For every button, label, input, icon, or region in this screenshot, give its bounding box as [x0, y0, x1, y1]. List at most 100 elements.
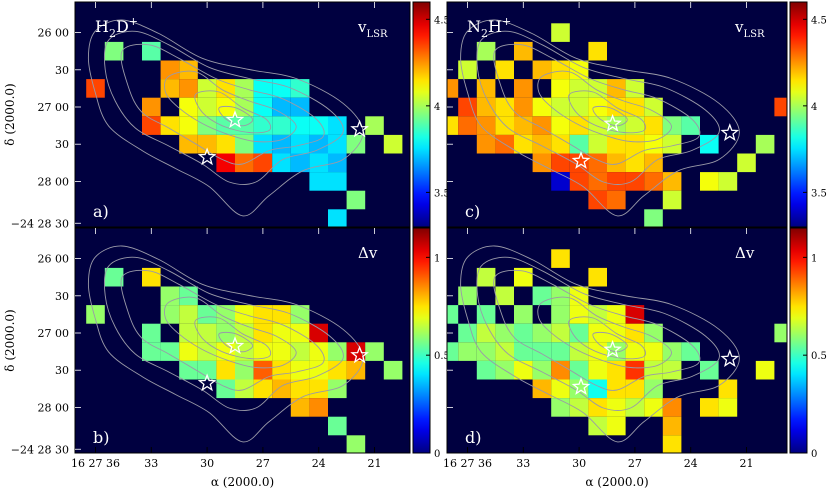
map-pixel — [495, 342, 514, 361]
map-pixel — [514, 116, 533, 135]
map-pixel — [588, 172, 607, 191]
map-pixel — [197, 360, 217, 380]
map-pixel — [625, 116, 645, 135]
map-pixel — [514, 305, 533, 324]
map-pixel — [179, 305, 198, 324]
map-pixel — [514, 134, 533, 154]
star-marker — [720, 123, 740, 141]
map-pixel — [309, 379, 328, 399]
map-pixel — [681, 116, 700, 135]
contour-line — [87, 245, 364, 443]
colorbar-b: 00.51 — [412, 227, 450, 460]
map-pixel — [644, 97, 663, 117]
map-pixel — [662, 435, 682, 453]
map-pixel — [197, 97, 217, 117]
map-pixel — [309, 172, 328, 191]
map-pixel — [476, 342, 496, 361]
map-pixel — [700, 172, 719, 191]
star-marker — [197, 147, 217, 166]
y-tick-label: 30 — [55, 290, 69, 303]
map-pixel — [309, 360, 328, 380]
map-pixel — [272, 305, 291, 324]
map-pixel — [290, 360, 310, 380]
map-pixel — [625, 342, 645, 361]
map-pixel — [253, 305, 273, 324]
map-pixel — [514, 323, 533, 343]
species-sup: + — [129, 15, 138, 28]
map-pixel — [662, 360, 682, 380]
map-pixel — [644, 323, 663, 343]
map-pixel — [328, 116, 347, 135]
map-pixel — [86, 79, 105, 98]
map-pixel — [160, 60, 180, 80]
map-pixel — [179, 342, 198, 361]
species-label: N2H+ — [467, 15, 511, 40]
map-pixel — [662, 172, 682, 191]
map-pixel — [551, 286, 570, 306]
x-axis-left: 16 27 36 33 30 27 24 21 α (2000.0) — [71, 447, 382, 489]
panel-c: N2H+ vLSR c) — [446, 1, 788, 228]
map-pixel — [160, 342, 180, 361]
map-pixel — [700, 360, 719, 380]
map-pixel — [253, 79, 273, 98]
map-pixel — [551, 116, 570, 135]
contour-line — [568, 90, 646, 134]
contour-line — [103, 256, 344, 411]
map-pixel — [160, 305, 180, 324]
map-pixel — [607, 416, 626, 436]
map-pixel — [309, 134, 328, 154]
map-pixel — [309, 323, 328, 343]
map-pixel — [532, 360, 552, 380]
quantity-main: v — [734, 18, 744, 36]
map-pixel — [625, 134, 645, 154]
map-pixel — [625, 172, 645, 191]
map-pixel — [644, 209, 663, 227]
map-pixel — [216, 153, 235, 173]
map-pixel — [476, 323, 496, 343]
map-pixel — [569, 172, 589, 191]
map-pixel — [662, 416, 682, 436]
map-pixel — [272, 323, 291, 343]
map-pixel — [272, 79, 291, 98]
species-tail: H — [488, 17, 502, 36]
contour-line — [194, 316, 272, 360]
map-pixel — [160, 79, 180, 98]
map-pixel — [235, 97, 254, 117]
quantity-label: vLSR — [734, 18, 765, 40]
panel-content — [447, 245, 787, 453]
y-axis-label: δ (2000.0) — [3, 83, 17, 145]
contour-line — [164, 296, 297, 369]
map-pixel — [346, 435, 366, 453]
species-main: H — [95, 17, 109, 36]
map-pixel — [476, 116, 496, 135]
map-pixel — [179, 79, 198, 98]
quantity-main: Δv — [358, 244, 378, 262]
map-pixel — [532, 379, 552, 399]
map-pixel — [607, 134, 626, 154]
map-pixel — [625, 153, 645, 173]
x-tick-label: 27 — [628, 457, 642, 470]
species-sub: 2 — [481, 27, 488, 40]
map-pixel — [272, 360, 291, 380]
map-pixel — [253, 323, 273, 343]
colorbar-tick-label: 1 — [434, 253, 440, 264]
map-pixel — [328, 342, 347, 361]
map-pixel — [607, 153, 626, 173]
map-pixel — [514, 342, 533, 361]
y-tick-label: 30 — [55, 364, 69, 377]
contour-line — [493, 43, 701, 165]
map-pixel — [160, 116, 180, 135]
panel-content — [86, 19, 403, 227]
y-axis-label: δ (2000.0) — [3, 309, 17, 371]
map-pixel — [309, 153, 328, 173]
map-pixel — [625, 398, 645, 417]
colorbar-rect — [412, 1, 431, 228]
star-marker — [225, 336, 245, 354]
map-pixel — [309, 398, 328, 417]
species-tail: D — [116, 17, 129, 36]
colorbar-a: 3.5 4 4.5 — [412, 1, 450, 228]
contour-line — [120, 43, 325, 165]
map-pixel — [662, 398, 682, 417]
map-pixel — [328, 134, 347, 154]
contour-line — [194, 90, 272, 134]
